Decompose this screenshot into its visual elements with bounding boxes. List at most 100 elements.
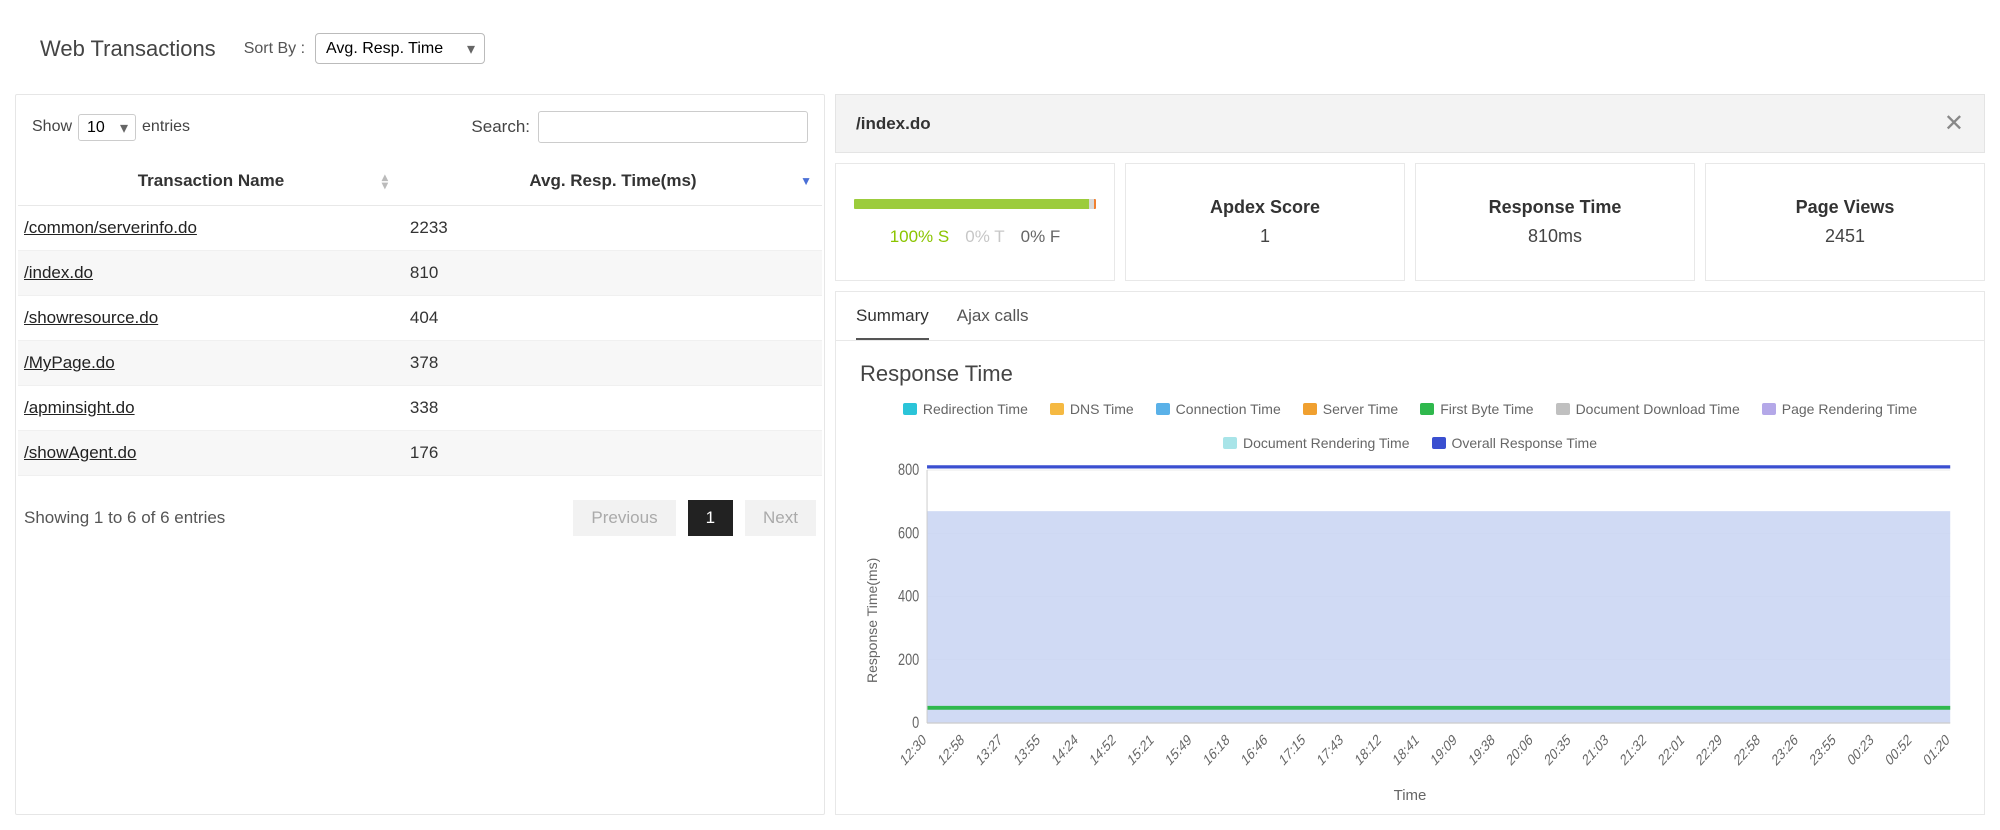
table-row[interactable]: /MyPage.do 378 — [18, 341, 822, 386]
legend-swatch — [1156, 403, 1170, 415]
svg-text:00:23: 00:23 — [1845, 730, 1876, 769]
svg-text:18:12: 18:12 — [1352, 730, 1383, 769]
svg-text:16:46: 16:46 — [1239, 730, 1270, 769]
svg-text:13:55: 13:55 — [1011, 730, 1042, 769]
txn-resp: 338 — [404, 386, 822, 431]
page-title: Web Transactions — [40, 36, 216, 62]
legend-label: First Byte Time — [1440, 401, 1533, 417]
legend-label: Connection Time — [1176, 401, 1281, 417]
legend-item[interactable]: Document Rendering Time — [1223, 435, 1410, 451]
pager-next[interactable]: Next — [745, 500, 816, 536]
svg-text:19:38: 19:38 — [1466, 730, 1497, 769]
legend-item[interactable]: Redirection Time — [903, 401, 1028, 417]
table-row[interactable]: /common/serverinfo.do 2233 — [18, 206, 822, 251]
legend-label: Server Time — [1323, 401, 1398, 417]
transactions-table-panel: Show 10 entries Search: — [15, 94, 825, 815]
show-label-post: entries — [142, 118, 190, 136]
txn-link[interactable]: /showresource.do — [24, 308, 158, 327]
txn-resp: 176 — [404, 431, 822, 476]
search-label: Search: — [471, 117, 530, 137]
txn-link[interactable]: /common/serverinfo.do — [24, 218, 197, 237]
txn-resp: 378 — [404, 341, 822, 386]
col-header-resp[interactable]: Avg. Resp. Time(ms) ▼ — [404, 157, 822, 206]
show-label-pre: Show — [32, 118, 72, 136]
sort-by-label: Sort By : — [244, 40, 305, 58]
sort-icon: ▴▾ — [382, 173, 388, 189]
entries-select[interactable]: 10 — [78, 114, 136, 141]
svg-text:22:29: 22:29 — [1693, 730, 1724, 769]
legend-swatch — [1432, 437, 1446, 449]
sort-by-select[interactable]: Avg. Resp. Time — [315, 33, 485, 64]
detail-title: /index.do — [856, 114, 931, 134]
legend-swatch — [1762, 403, 1776, 415]
svg-text:400: 400 — [898, 587, 919, 606]
svg-text:17:15: 17:15 — [1276, 730, 1307, 769]
search-input[interactable] — [538, 111, 808, 143]
svg-text:16:18: 16:18 — [1201, 730, 1232, 769]
svg-text:14:24: 14:24 — [1049, 730, 1080, 769]
svg-text:600: 600 — [898, 524, 919, 543]
svg-text:800: 800 — [898, 461, 919, 480]
svg-text:01:20: 01:20 — [1921, 730, 1952, 769]
table-row[interactable]: /apminsight.do 338 — [18, 386, 822, 431]
pager-page-1[interactable]: 1 — [688, 500, 733, 536]
txn-resp: 2233 — [404, 206, 822, 251]
legend-swatch — [1050, 403, 1064, 415]
chart-title: Response Time — [860, 361, 1960, 387]
transactions-table: Transaction Name ▴▾ Avg. Resp. Time(ms) … — [18, 157, 822, 476]
svg-text:19:09: 19:09 — [1428, 730, 1459, 769]
y-axis-label: Response Time(ms) — [860, 457, 884, 783]
tab-ajax-calls[interactable]: Ajax calls — [957, 306, 1029, 340]
svg-text:14:52: 14:52 — [1087, 730, 1118, 769]
legend-label: Redirection Time — [923, 401, 1028, 417]
col-header-name[interactable]: Transaction Name ▴▾ — [18, 157, 404, 206]
showing-text: Showing 1 to 6 of 6 entries — [24, 508, 225, 528]
txn-link[interactable]: /index.do — [24, 263, 93, 282]
x-axis-label: Time — [860, 783, 1960, 804]
svg-text:21:03: 21:03 — [1580, 730, 1611, 769]
txn-link[interactable]: /showAgent.do — [24, 443, 136, 462]
legend-item[interactable]: Document Download Time — [1556, 401, 1740, 417]
legend-item[interactable]: Connection Time — [1156, 401, 1281, 417]
page-views-card: Page Views 2451 — [1705, 163, 1985, 281]
tab-summary[interactable]: Summary — [856, 306, 929, 340]
legend-item[interactable]: Page Rendering Time — [1762, 401, 1917, 417]
legend-label: Document Download Time — [1576, 401, 1740, 417]
svg-text:15:49: 15:49 — [1163, 730, 1194, 769]
response-time-chart: 020040060080012:3012:5813:2713:5514:2414… — [884, 457, 1960, 783]
close-icon[interactable]: ✕ — [1944, 109, 1964, 138]
table-row[interactable]: /index.do 810 — [18, 251, 822, 296]
legend-label: Overall Response Time — [1452, 435, 1598, 451]
stf-s: 100% S — [890, 227, 950, 247]
svg-text:0: 0 — [912, 714, 919, 733]
pager-prev[interactable]: Previous — [573, 500, 675, 536]
legend-item[interactable]: First Byte Time — [1420, 401, 1533, 417]
legend-label: DNS Time — [1070, 401, 1134, 417]
svg-text:22:58: 22:58 — [1731, 730, 1762, 769]
txn-link[interactable]: /MyPage.do — [24, 353, 115, 372]
svg-text:23:55: 23:55 — [1807, 730, 1838, 769]
legend-swatch — [1303, 403, 1317, 415]
response-time-card: Response Time 810ms — [1415, 163, 1695, 281]
svg-text:200: 200 — [898, 650, 919, 669]
legend-item[interactable]: Server Time — [1303, 401, 1398, 417]
svg-text:15:21: 15:21 — [1125, 730, 1156, 769]
svg-text:20:35: 20:35 — [1542, 730, 1573, 769]
svg-text:12:30: 12:30 — [897, 730, 928, 769]
txn-link[interactable]: /apminsight.do — [24, 398, 135, 417]
table-row[interactable]: /showresource.do404 — [18, 296, 822, 341]
legend-swatch — [1556, 403, 1570, 415]
svg-text:18:41: 18:41 — [1390, 730, 1421, 769]
svg-text:00:52: 00:52 — [1883, 730, 1914, 769]
table-row[interactable]: /showAgent.do 176 — [18, 431, 822, 476]
legend-label: Document Rendering Time — [1243, 435, 1410, 451]
svg-text:17:43: 17:43 — [1314, 730, 1345, 769]
legend-item[interactable]: DNS Time — [1050, 401, 1134, 417]
svg-text:21:32: 21:32 — [1617, 730, 1648, 769]
legend-item[interactable]: Overall Response Time — [1432, 435, 1598, 451]
apdex-card: Apdex Score 1 — [1125, 163, 1405, 281]
txn-resp: 810 — [404, 251, 822, 296]
stf-card: 100% S 0% T 0% F — [835, 163, 1115, 281]
legend-swatch — [1420, 403, 1434, 415]
stf-t: 0% T — [965, 227, 1004, 247]
